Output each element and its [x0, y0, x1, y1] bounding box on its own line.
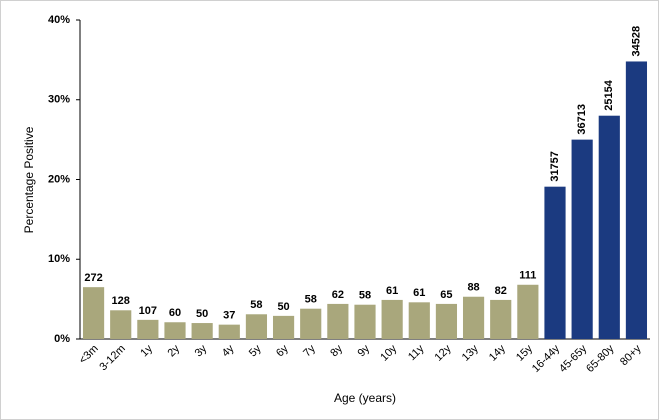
- count-label: 58: [359, 290, 371, 302]
- count-label: 111: [519, 270, 536, 282]
- count-label: 61: [386, 285, 398, 297]
- count-label: 272: [84, 272, 102, 284]
- count-label: 82: [495, 285, 507, 297]
- count-label: 31757: [549, 151, 561, 182]
- count-label: 25154: [603, 79, 615, 110]
- y-tick-label: 20%: [48, 173, 70, 185]
- bar: [137, 319, 159, 339]
- y-tick-label: 30%: [48, 94, 70, 106]
- count-label: 50: [277, 301, 289, 313]
- bar: [598, 115, 620, 339]
- bar: [517, 284, 539, 339]
- count-label: 58: [250, 299, 262, 311]
- bar: [571, 139, 593, 339]
- count-label: 65: [440, 289, 452, 301]
- count-label: 58: [305, 294, 317, 306]
- bar: [218, 324, 240, 339]
- x-axis-title: Age (years): [334, 391, 396, 405]
- count-label: 128: [112, 295, 130, 307]
- bar: [435, 303, 458, 339]
- bar: [462, 296, 485, 339]
- count-label: 62: [332, 289, 344, 301]
- bar: [272, 315, 295, 339]
- bar: [82, 287, 105, 339]
- count-label: 50: [196, 308, 208, 320]
- count-label: 61: [413, 287, 425, 299]
- bar: [245, 314, 268, 339]
- bar: [164, 322, 186, 339]
- count-label: 37: [223, 310, 235, 322]
- bar: [408, 302, 430, 339]
- bar: [191, 323, 213, 339]
- bar: [544, 186, 566, 339]
- count-label: 60: [169, 307, 181, 319]
- bar: [490, 299, 512, 339]
- bar: [110, 310, 132, 339]
- count-label: 36713: [576, 104, 588, 135]
- bar: [300, 308, 322, 339]
- bar: [354, 304, 376, 339]
- bar: [327, 303, 349, 339]
- bar: [381, 299, 403, 339]
- y-axis-title: Percentage Positive: [22, 126, 36, 233]
- count-label: 107: [139, 305, 157, 317]
- count-label: 88: [467, 282, 479, 294]
- y-tick-label: 10%: [48, 253, 70, 265]
- y-tick-label: 0%: [54, 333, 70, 345]
- bar: [625, 61, 648, 339]
- count-label: 34528: [630, 26, 642, 57]
- y-tick-label: 40%: [48, 14, 70, 26]
